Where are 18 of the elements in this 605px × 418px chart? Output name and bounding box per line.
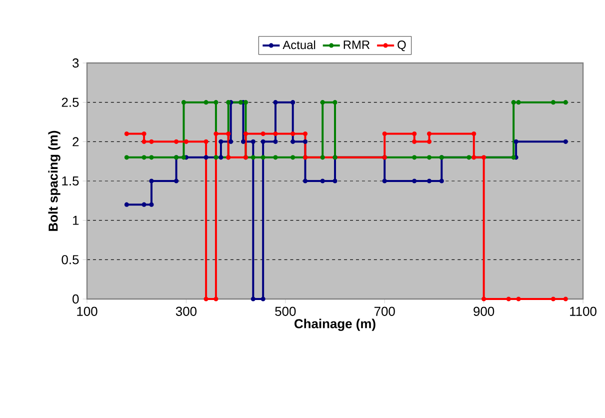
y-tick-label: 2.5 bbox=[62, 98, 79, 107]
y-tick-label: 2 bbox=[72, 137, 79, 146]
legend-label: RMR bbox=[344, 40, 370, 49]
x-tick-label: 500 bbox=[275, 306, 296, 316]
y-tick-label: 0.5 bbox=[62, 255, 79, 264]
x-axis-title: Chainage (m) bbox=[294, 318, 376, 331]
y-tick-label: 1 bbox=[73, 216, 79, 225]
x-tick-label: 700 bbox=[374, 306, 395, 316]
x-tick-label: 100 bbox=[77, 306, 98, 316]
x-tick-label: 1100 bbox=[570, 306, 596, 316]
x-tick-label: 300 bbox=[176, 306, 197, 316]
legend-label: Q bbox=[398, 40, 406, 52]
x-tick-label: 900 bbox=[474, 306, 494, 316]
y-tick-label: 0 bbox=[72, 294, 79, 304]
y-tick-label: 3 bbox=[72, 58, 79, 68]
y-tick-label: 1.5 bbox=[62, 176, 79, 186]
y-axis-title: Bolt spacing (m) bbox=[48, 130, 60, 231]
legend-label: Actual bbox=[282, 40, 316, 50]
